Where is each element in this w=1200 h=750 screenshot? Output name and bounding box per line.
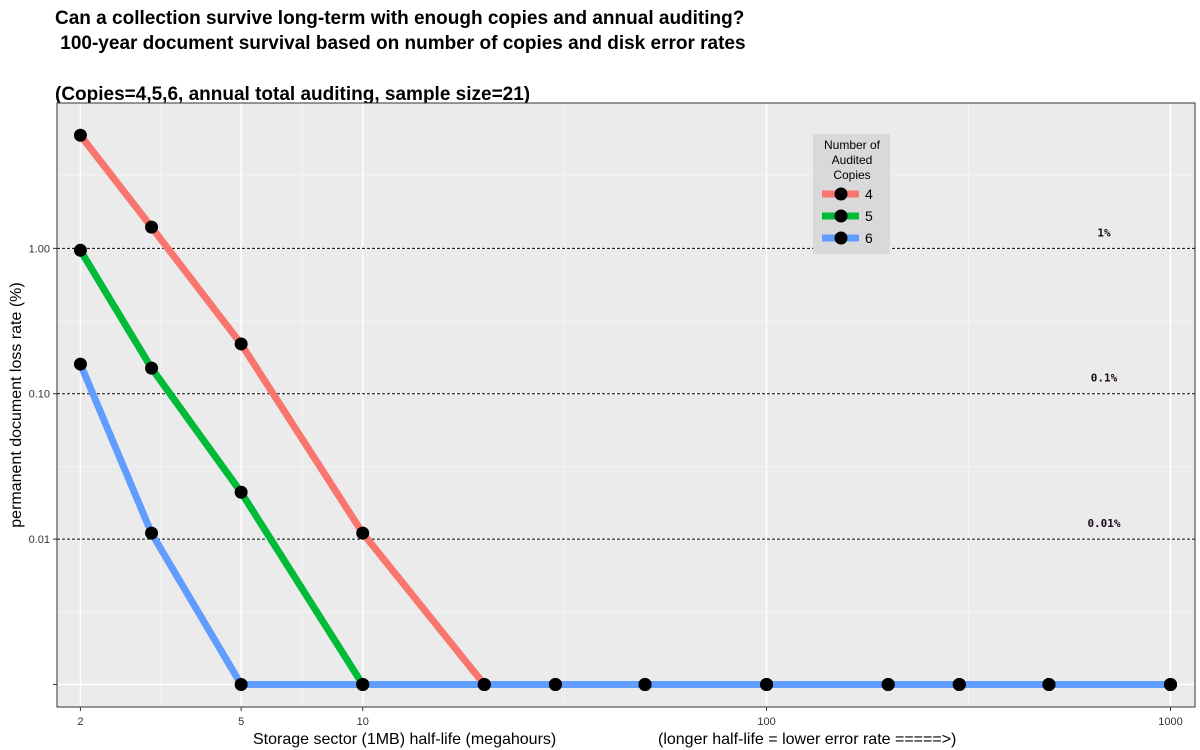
data-point-4 — [356, 526, 370, 540]
legend-marker-6 — [834, 231, 848, 245]
legend-marker-4 — [834, 187, 848, 201]
series-points — [73, 128, 1177, 691]
data-point-6 — [73, 357, 87, 371]
legend-label-6: 6 — [865, 230, 873, 246]
legend-title-1: Number of — [824, 138, 881, 152]
data-point-6 — [548, 677, 562, 691]
x-axis: 2 5 10 100 1000 — [77, 707, 1183, 728]
data-point-6 — [760, 677, 774, 691]
legend: Number of Audited Copies 4 5 6 — [813, 134, 890, 254]
x-axis-label: Storage sector (1MB) half-life (megahour… — [253, 731, 556, 748]
data-point-6 — [356, 677, 370, 691]
x-tick-label: 100 — [757, 716, 775, 728]
plot-border — [56, 102, 1196, 708]
y-tick-label: 0.01 — [29, 534, 50, 546]
title-line-3: (Copies=4,5,6, annual total auditing, sa… — [55, 84, 531, 105]
x-tick-label: 2 — [77, 716, 83, 728]
data-point-6 — [145, 526, 159, 540]
y-axis-label: permanent document loss rate (%) — [8, 282, 25, 527]
series-line-6 — [77, 362, 1171, 688]
legend-title-3: Copies — [833, 168, 870, 182]
data-point-6 — [1163, 677, 1177, 691]
data-point-6 — [1042, 677, 1056, 691]
data-point-5 — [234, 485, 248, 499]
data-point-6 — [638, 677, 652, 691]
y-axis: 0.01 0.10 1.00 — [29, 243, 57, 685]
y-tick-label: 1.00 — [29, 243, 50, 255]
x-tick-label: 5 — [238, 716, 244, 728]
legend-label-4: 4 — [865, 186, 873, 202]
legend-label-5: 5 — [865, 208, 873, 224]
x-tick-label: 10 — [357, 716, 369, 728]
data-point-5 — [73, 243, 87, 257]
data-point-6 — [881, 677, 895, 691]
x-axis-note: (longer half-life = lower error rate ===… — [658, 731, 956, 748]
reference-line-label: 0.1% — [1091, 372, 1118, 385]
grid-minor — [57, 103, 1195, 707]
legend-marker-5 — [834, 209, 848, 223]
chart-title: Can a collection survive long-term with … — [55, 6, 746, 107]
x-tick-label: 1000 — [1158, 716, 1182, 728]
reference-line-label: 0.01% — [1087, 517, 1120, 530]
plot-background — [57, 103, 1195, 707]
title-line-1: Can a collection survive long-term with … — [55, 8, 745, 29]
series-lines — [77, 133, 1171, 688]
data-point-4 — [145, 220, 159, 234]
data-point-4 — [234, 337, 248, 351]
data-point-6 — [477, 677, 491, 691]
data-point-6 — [952, 677, 966, 691]
reference-lines: 1% 0.1% 0.01% — [57, 226, 1195, 540]
data-point-6 — [234, 677, 248, 691]
legend-title-2: Audited — [832, 153, 873, 167]
y-tick-label: 0.10 — [29, 389, 50, 401]
data-point-4 — [73, 128, 87, 142]
title-line-2: 100-year document survival based on numb… — [55, 33, 746, 54]
data-point-5 — [145, 361, 159, 375]
reference-line-label: 1% — [1097, 226, 1111, 239]
